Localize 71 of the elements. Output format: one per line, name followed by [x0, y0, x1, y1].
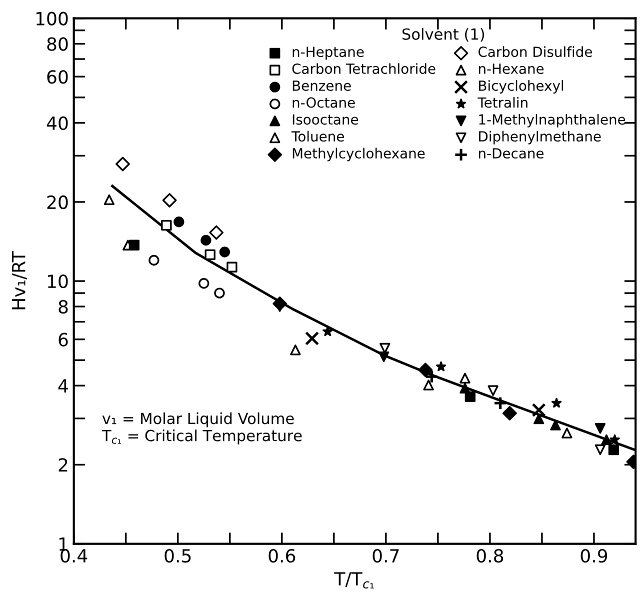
legend-label: n-Hexane [478, 64, 544, 74]
point [161, 220, 172, 231]
point [204, 249, 216, 260]
legend-label: Bicyclohexyl [479, 80, 564, 94]
point [226, 262, 238, 272]
point [436, 361, 446, 372]
y-tick-label: 100 [36, 12, 68, 26]
x-axis-title: T/T$_{c₁}$ [334, 572, 374, 589]
legend-label: Tetralin [478, 97, 528, 108]
y-tick-label: 40 [46, 116, 68, 130]
point [460, 372, 470, 384]
legend-label: n-Octane [292, 97, 355, 108]
point [502, 406, 517, 420]
x-tick-label: 0.4 [60, 548, 88, 563]
point [551, 398, 562, 408]
legend-label: Isooctane [292, 114, 358, 125]
point [272, 296, 288, 311]
annotation: T$_{c₁}$ = Critical Temperature [102, 430, 302, 444]
point [423, 380, 434, 390]
point [174, 216, 184, 228]
point [214, 288, 225, 298]
legend-label: Benzene [292, 80, 351, 91]
point [198, 278, 210, 289]
legend-label: Toluene [291, 130, 344, 142]
x-tick-label: 0.8 [476, 548, 504, 563]
legend-label: Carbon Disulfide [478, 46, 592, 58]
point [594, 444, 606, 456]
point [464, 391, 476, 402]
point [460, 382, 470, 394]
y-tick-label: 2 [58, 458, 68, 472]
point [608, 444, 620, 456]
point [488, 385, 498, 396]
point [219, 246, 230, 258]
point [162, 193, 177, 208]
point [322, 326, 333, 336]
y-tick-label: 20 [47, 195, 68, 210]
point [378, 351, 390, 362]
point [532, 402, 546, 418]
point [610, 434, 620, 444]
point [148, 254, 160, 266]
legend-label: n-Decane [478, 148, 544, 159]
point [562, 428, 572, 438]
point [418, 362, 433, 378]
x-tick-label: 0.5 [164, 548, 191, 563]
point [209, 225, 224, 240]
legend-label: n-Heptane [292, 46, 364, 60]
y-tick-label: 6 [58, 332, 68, 346]
y-tick-label: 10 [48, 274, 68, 288]
point [550, 420, 561, 430]
legend-label: Carbon Tetrachloride [292, 63, 436, 74]
legend-label: 1-Methylnaphthalene [479, 114, 626, 128]
x-tick-label: 0.7 [372, 548, 399, 563]
y-tick-label: 60 [47, 70, 68, 84]
point [116, 156, 130, 172]
point [290, 344, 301, 356]
annotation: v₁ = Molar Liquid Volume [102, 412, 294, 428]
y-tick-label: 8 [58, 300, 68, 314]
point [304, 331, 320, 346]
legend-label: Diphenylmethane [479, 130, 601, 144]
x-tick-label: 0.6 [268, 548, 296, 563]
legend-label: Methylcyclohexane [292, 148, 425, 162]
y-axis-title: Hv₁/RT [12, 251, 27, 310]
point [104, 194, 115, 206]
point [128, 240, 140, 250]
y-tick-label: 4 [58, 379, 68, 392]
point [601, 434, 612, 446]
legend-title: Solvent (1) [402, 28, 484, 42]
point [594, 423, 606, 434]
y-tick-label: 80 [47, 37, 68, 51]
x-tick-label: 0.9 [580, 548, 608, 563]
point [200, 234, 212, 246]
